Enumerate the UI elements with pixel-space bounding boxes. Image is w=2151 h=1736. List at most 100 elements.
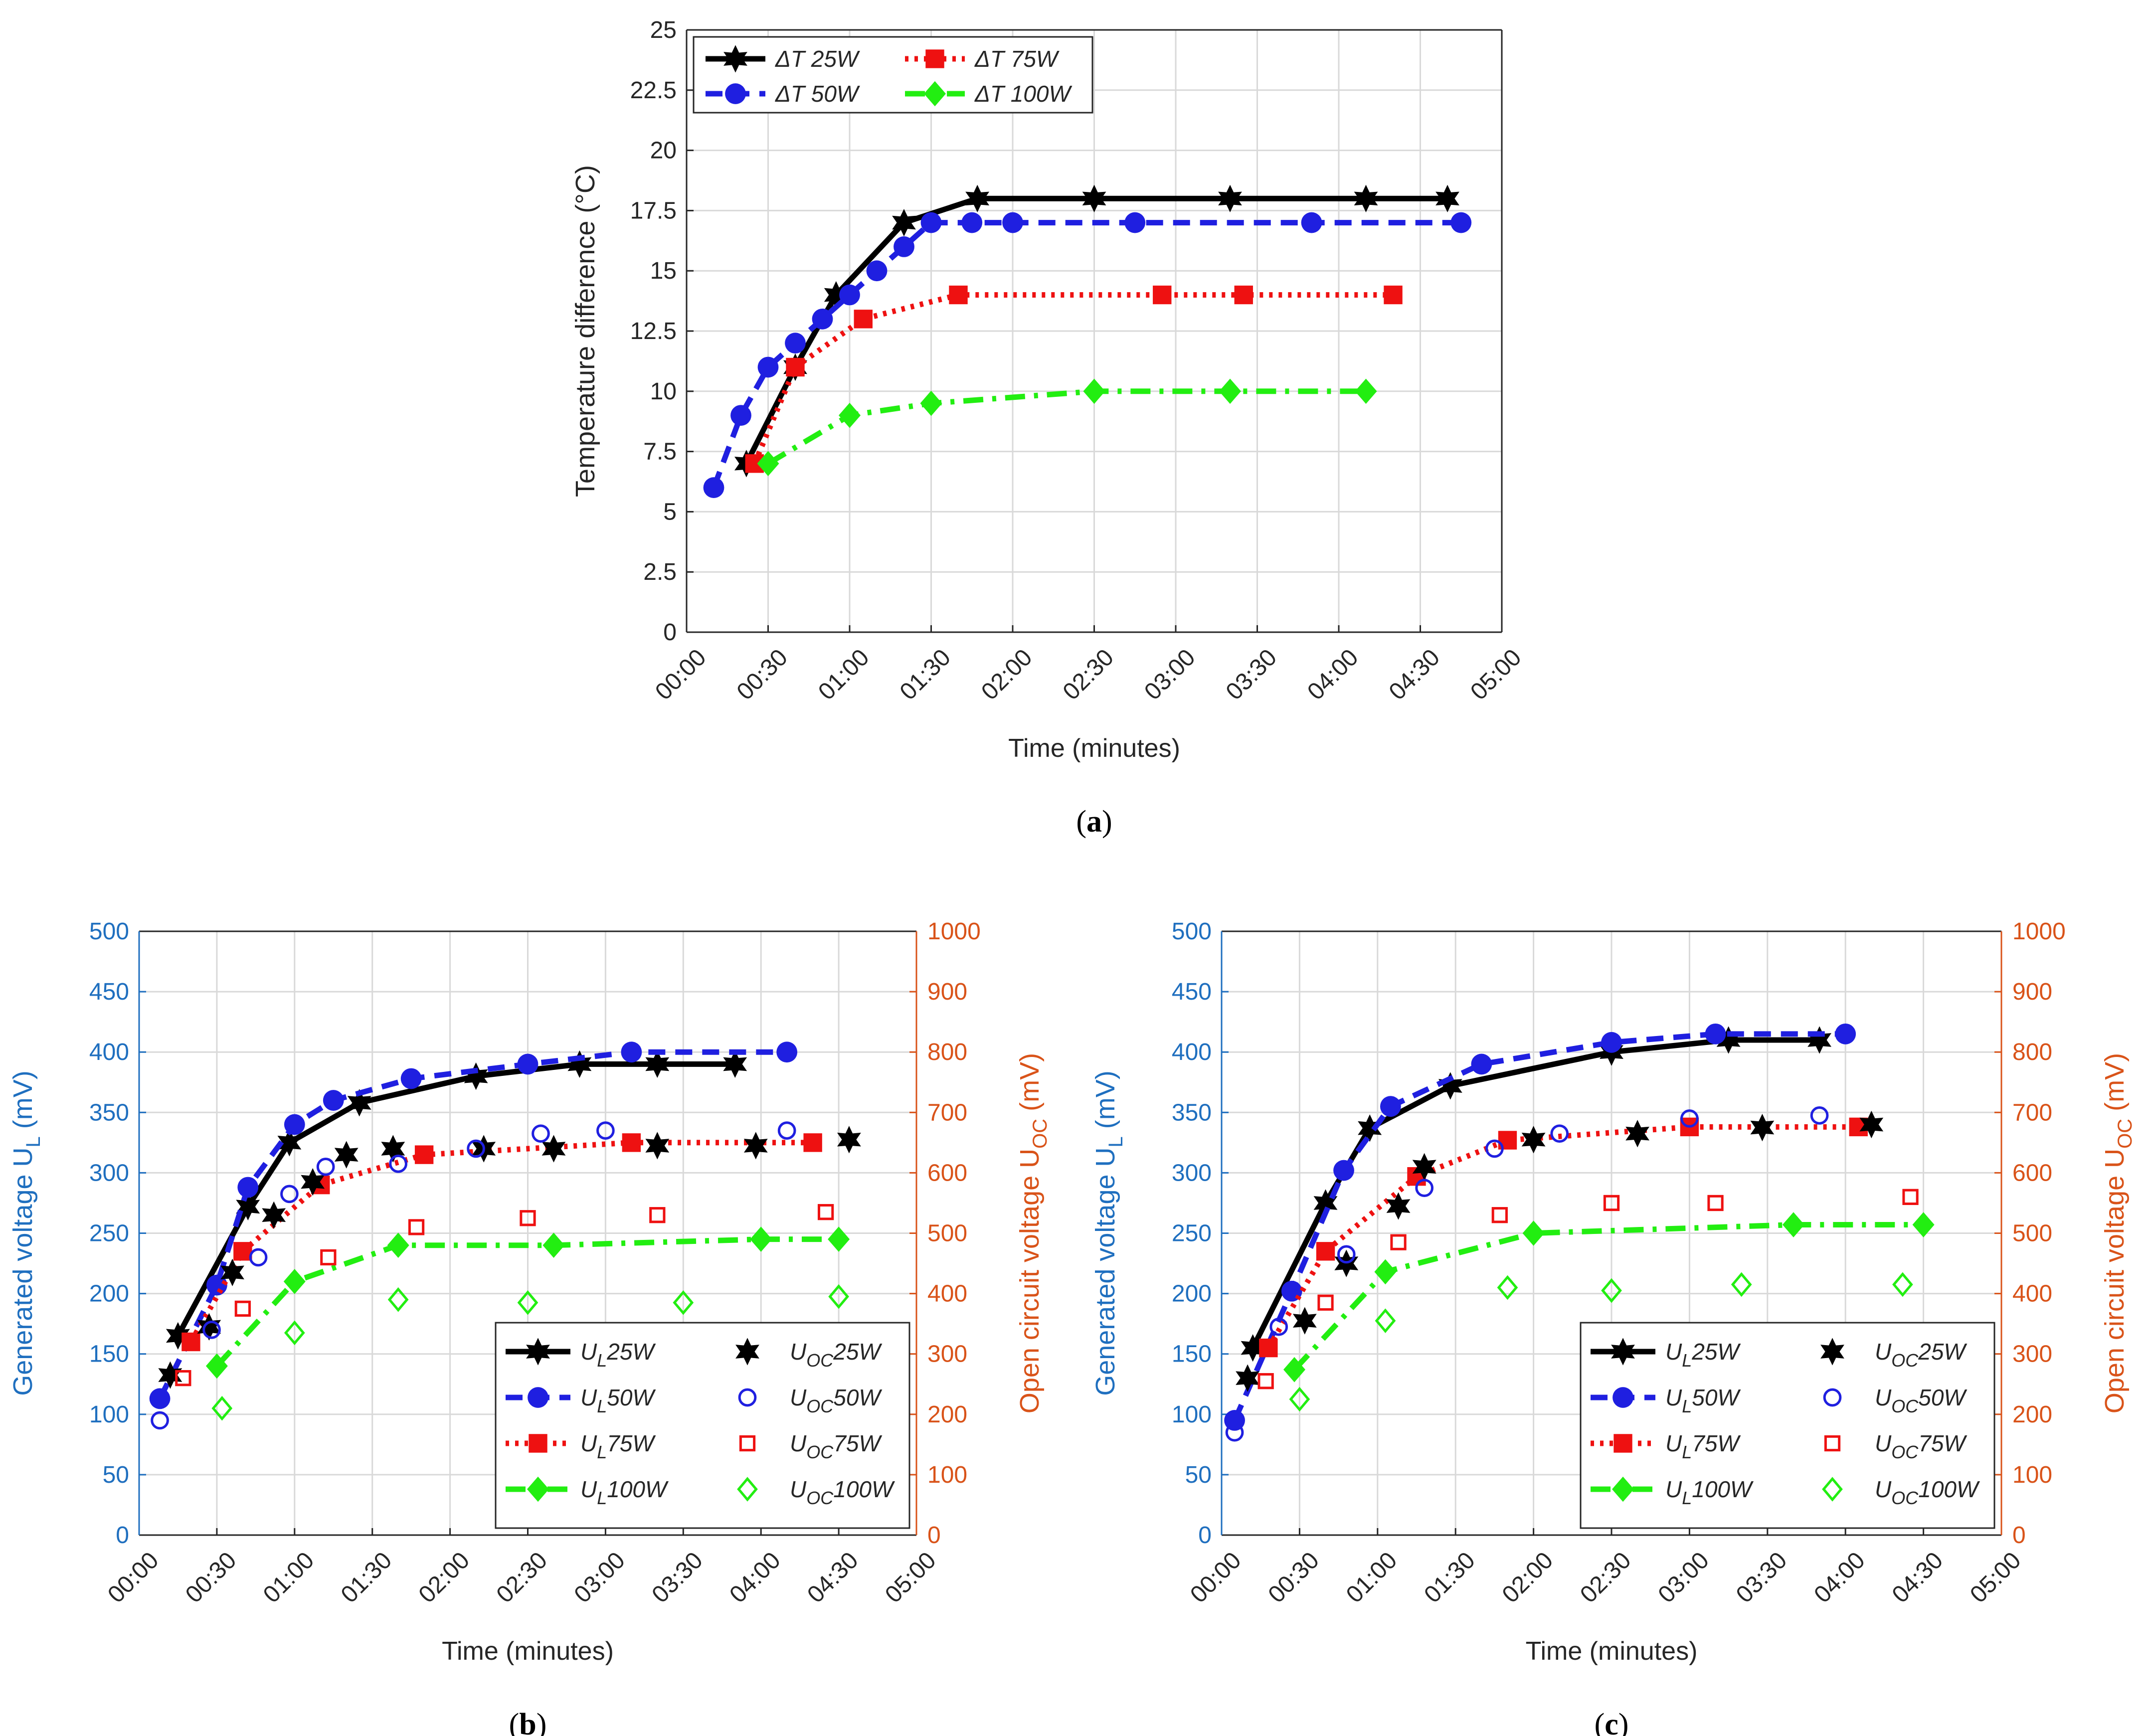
data-point-ul75w [1316, 1242, 1335, 1261]
legend-marker [1820, 1338, 1844, 1366]
x-tick-label: 05:00 [1965, 1547, 2026, 1608]
data-point-ul50w [1705, 1023, 1726, 1044]
legend-label: UL25W [580, 1339, 656, 1371]
y-right-tick-label: 1000 [927, 918, 981, 945]
x-tick-label: 02:00 [976, 644, 1037, 705]
data-point-ul100w [205, 1353, 228, 1379]
legend-marker [723, 45, 747, 73]
data-point-δt-50w [920, 212, 942, 233]
y-right-tick-label: 0 [2012, 1522, 2026, 1549]
data-point-ul50w [237, 1177, 259, 1198]
data-point-ul50w [776, 1042, 798, 1063]
data-point-uoc75w [234, 1300, 251, 1317]
y-tick-label: 7.5 [643, 439, 677, 465]
legend-marker [735, 1338, 759, 1366]
legend-marker [739, 1435, 756, 1452]
x-tick-label: 05:00 [1465, 644, 1526, 705]
data-point-ul25w [277, 1129, 302, 1157]
data-point-ul50w [1601, 1032, 1622, 1053]
y-right-tick-label: 500 [2012, 1220, 2052, 1247]
y-right-tick-label: 700 [2012, 1099, 2052, 1126]
legend-label: UOC75W [790, 1430, 883, 1462]
data-point-δt-100w [920, 390, 942, 416]
y-right-tick-label: 800 [927, 1039, 967, 1065]
y-tick-label: 0 [1198, 1522, 1212, 1549]
legend-label: ΔT 25W [775, 46, 861, 72]
data-point-uoc50w [316, 1157, 335, 1176]
series-line-ul100w [214, 1236, 839, 1368]
data-point-δt-25w [965, 184, 990, 212]
y-right-tick-label: 0 [927, 1522, 941, 1549]
data-point-ul100w [283, 1269, 306, 1294]
data-point-uoc25w [1386, 1192, 1411, 1220]
data-point-uoc50w [389, 1154, 408, 1173]
data-point-uoc50w [467, 1139, 485, 1158]
y-tick-label: 0 [663, 619, 677, 646]
data-point-ul100w [1782, 1212, 1804, 1237]
y-tick-label: 25 [650, 17, 677, 43]
data-point-uoc50w [1269, 1317, 1288, 1336]
legend-marker [1613, 1434, 1632, 1453]
data-point-δt-100w [1219, 378, 1241, 404]
legend-box [693, 36, 1093, 114]
x-tick-label: 02:30 [1058, 644, 1119, 705]
y-right-axis-label: Open circuit voltage UOC (mV) [2100, 1053, 2136, 1413]
data-point-uoc75w [1390, 1234, 1407, 1250]
y-right-tick-label: 1000 [2012, 918, 2066, 945]
legend-marker [1822, 1477, 1843, 1502]
x-tick-label: 00:30 [1263, 1547, 1324, 1608]
data-point-ul75w [803, 1133, 822, 1152]
data-point-uoc25w [262, 1201, 286, 1229]
y-tick-label: 150 [89, 1341, 129, 1368]
y-right-tick-label: 400 [927, 1281, 967, 1307]
data-point-δt-50w [1124, 212, 1146, 233]
data-point-uoc25w [220, 1258, 245, 1286]
data-point-ul100w [828, 1226, 850, 1252]
legend-label: UL100W [1665, 1476, 1754, 1508]
y-right-tick-label: 900 [2012, 979, 2052, 1005]
x-tick-label: 00:00 [103, 1547, 164, 1608]
x-tick-label: 04:30 [802, 1547, 863, 1608]
data-point-δt-25w [1354, 184, 1378, 212]
series-line-ul50w [1232, 1031, 1846, 1422]
legend-label: UOC100W [1875, 1476, 1980, 1508]
y-tick-label: 150 [1172, 1341, 1212, 1368]
y-tick-label: 2.5 [643, 559, 677, 585]
data-point-ul50w [400, 1068, 422, 1089]
data-point-uoc50w [1680, 1109, 1699, 1128]
y-axis-label: Generated voltage UL (mV) [1090, 1070, 1127, 1396]
y-tick-label: 400 [1172, 1039, 1212, 1065]
data-point-uoc100w [211, 1395, 233, 1421]
data-point-uoc100w [673, 1290, 694, 1315]
legend-marker [526, 1338, 550, 1366]
y-right-tick-label: 100 [927, 1462, 967, 1488]
data-point-uoc75w [1257, 1373, 1274, 1389]
data-point-δt-50w [785, 333, 806, 354]
x-tick-label: 04:00 [1302, 644, 1363, 705]
data-point-uoc100w [1375, 1308, 1396, 1333]
data-point-δt-50w [730, 405, 751, 426]
data-point-ul100w [542, 1232, 565, 1258]
data-point-δt-50w [866, 260, 888, 282]
legend: ΔT 25W ΔT 50W ΔT 75W ΔT 100W [693, 36, 1093, 114]
series-line-δt-100w [766, 388, 1366, 466]
data-point-uoc25w [1625, 1120, 1650, 1148]
legend-label: UOC25W [790, 1339, 883, 1371]
legend-marker [725, 83, 746, 104]
data-point-uoc25w [645, 1132, 670, 1160]
legend-label: UL75W [1665, 1430, 1741, 1462]
x-tick-label: 02:00 [1497, 1547, 1558, 1608]
data-point-uoc50w [1485, 1139, 1504, 1158]
x-tick-label: 01:00 [813, 644, 874, 705]
data-point-uoc25w [837, 1126, 861, 1154]
legend-label: UL50W [1665, 1385, 1741, 1416]
data-point-uoc75w [408, 1219, 425, 1235]
data-point-δt-50w [961, 212, 983, 233]
data-point-uoc50w [1337, 1245, 1356, 1264]
y-right-tick-label: 300 [927, 1341, 967, 1368]
data-point-uoc75w [1317, 1294, 1334, 1311]
y-tick-label: 5 [663, 499, 677, 525]
data-point-uoc100w [517, 1290, 538, 1315]
data-point-ul50w [284, 1114, 305, 1135]
